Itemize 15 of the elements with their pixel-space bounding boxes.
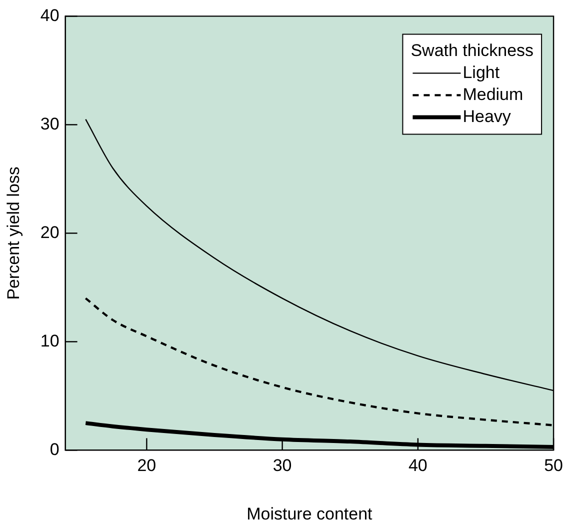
x-tick-label: 20 xyxy=(137,456,156,476)
y-tick-label: 0 xyxy=(50,440,60,459)
legend-label: Heavy xyxy=(462,106,512,126)
y-tick-label: 30 xyxy=(40,114,60,134)
y-tick-label: 40 xyxy=(40,6,60,25)
x-tick-label: 50 xyxy=(544,456,564,476)
legend-label: Light xyxy=(462,62,500,82)
x-tick-label: 40 xyxy=(408,456,428,476)
x-axis-title: Moisture content xyxy=(246,504,373,524)
legend-title: Swath thickness xyxy=(410,40,534,60)
legend-label: Medium xyxy=(462,84,524,104)
y-tick-label: 20 xyxy=(40,222,60,242)
y-axis-title: Percent yield loss xyxy=(4,166,23,300)
y-tick-label: 10 xyxy=(40,331,60,350)
x-tick-label: 30 xyxy=(272,456,292,476)
